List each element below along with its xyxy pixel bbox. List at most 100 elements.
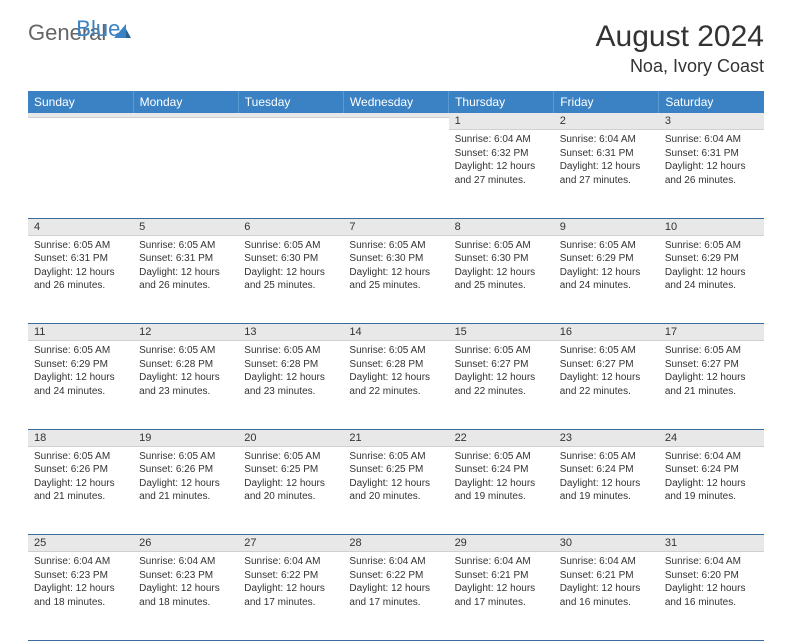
- sunrise-text: Sunrise: 6:05 AM: [244, 239, 337, 253]
- day-cell: Sunrise: 6:05 AMSunset: 6:30 PMDaylight:…: [449, 236, 554, 324]
- sunrise-text: Sunrise: 6:05 AM: [665, 239, 758, 253]
- sunset-text: Sunset: 6:21 PM: [455, 569, 548, 583]
- daylight-text: Daylight: 12 hours and 25 minutes.: [349, 266, 442, 293]
- day-number: 19: [133, 430, 238, 447]
- daylight-text: Daylight: 12 hours and 25 minutes.: [455, 266, 548, 293]
- day-content: Sunrise: 6:05 AMSunset: 6:30 PMDaylight:…: [343, 236, 448, 299]
- day-content: Sunrise: 6:04 AMSunset: 6:32 PMDaylight:…: [449, 130, 554, 193]
- day-cell: Sunrise: 6:05 AMSunset: 6:31 PMDaylight:…: [28, 236, 133, 324]
- sunset-text: Sunset: 6:30 PM: [244, 252, 337, 266]
- daylight-text: Daylight: 12 hours and 17 minutes.: [244, 582, 337, 609]
- day-content: Sunrise: 6:05 AMSunset: 6:29 PMDaylight:…: [28, 341, 133, 404]
- daylight-text: Daylight: 12 hours and 21 minutes.: [665, 371, 758, 398]
- daylight-text: Daylight: 12 hours and 22 minutes.: [560, 371, 653, 398]
- day-cell: Sunrise: 6:05 AMSunset: 6:26 PMDaylight:…: [133, 447, 238, 535]
- day-content: Sunrise: 6:05 AMSunset: 6:27 PMDaylight:…: [449, 341, 554, 404]
- day-cell: [238, 130, 343, 218]
- day-cell: [28, 130, 133, 218]
- day-cell: Sunrise: 6:05 AMSunset: 6:27 PMDaylight:…: [659, 341, 764, 429]
- sunrise-text: Sunrise: 6:05 AM: [455, 344, 548, 358]
- sunrise-text: Sunrise: 6:05 AM: [34, 239, 127, 253]
- daylight-text: Daylight: 12 hours and 21 minutes.: [139, 477, 232, 504]
- daylight-text: Daylight: 12 hours and 26 minutes.: [34, 266, 127, 293]
- day-content: Sunrise: 6:04 AMSunset: 6:21 PMDaylight:…: [449, 552, 554, 615]
- sunrise-text: Sunrise: 6:04 AM: [455, 555, 548, 569]
- sunrise-text: Sunrise: 6:05 AM: [665, 344, 758, 358]
- day-number: 12: [133, 324, 238, 341]
- day-number: 5: [133, 219, 238, 236]
- sunset-text: Sunset: 6:27 PM: [560, 358, 653, 372]
- sunrise-text: Sunrise: 6:05 AM: [560, 344, 653, 358]
- day-number: [238, 113, 343, 118]
- day-content: Sunrise: 6:05 AMSunset: 6:30 PMDaylight:…: [238, 236, 343, 299]
- day-content: [133, 130, 238, 139]
- day-cell: Sunrise: 6:05 AMSunset: 6:29 PMDaylight:…: [659, 236, 764, 324]
- daylight-text: Daylight: 12 hours and 22 minutes.: [455, 371, 548, 398]
- sunset-text: Sunset: 6:30 PM: [349, 252, 442, 266]
- day-number: 6: [238, 219, 343, 236]
- sunrise-text: Sunrise: 6:05 AM: [349, 450, 442, 464]
- daylight-text: Daylight: 12 hours and 23 minutes.: [244, 371, 337, 398]
- day-content: Sunrise: 6:05 AMSunset: 6:29 PMDaylight:…: [554, 236, 659, 299]
- day-content: Sunrise: 6:04 AMSunset: 6:31 PMDaylight:…: [659, 130, 764, 193]
- day-cell: Sunrise: 6:05 AMSunset: 6:25 PMDaylight:…: [238, 447, 343, 535]
- daylight-text: Daylight: 12 hours and 22 minutes.: [349, 371, 442, 398]
- daylight-text: Daylight: 12 hours and 17 minutes.: [349, 582, 442, 609]
- day-number: 9: [554, 219, 659, 236]
- sunrise-text: Sunrise: 6:04 AM: [349, 555, 442, 569]
- day-number: 4: [28, 219, 133, 236]
- day-number: 26: [133, 535, 238, 552]
- day-cell: Sunrise: 6:04 AMSunset: 6:23 PMDaylight:…: [28, 552, 133, 640]
- day-cell: Sunrise: 6:05 AMSunset: 6:24 PMDaylight:…: [449, 447, 554, 535]
- day-content: Sunrise: 6:05 AMSunset: 6:28 PMDaylight:…: [238, 341, 343, 404]
- daylight-text: Daylight: 12 hours and 19 minutes.: [560, 477, 653, 504]
- day-cell: Sunrise: 6:05 AMSunset: 6:27 PMDaylight:…: [554, 341, 659, 429]
- sunset-text: Sunset: 6:27 PM: [455, 358, 548, 372]
- day-cell: Sunrise: 6:04 AMSunset: 6:21 PMDaylight:…: [449, 552, 554, 640]
- day-cell: Sunrise: 6:05 AMSunset: 6:28 PMDaylight:…: [238, 341, 343, 429]
- sunset-text: Sunset: 6:28 PM: [244, 358, 337, 372]
- daylight-text: Daylight: 12 hours and 24 minutes.: [560, 266, 653, 293]
- weekday-header: Friday: [554, 91, 659, 113]
- daylight-text: Daylight: 12 hours and 17 minutes.: [455, 582, 548, 609]
- sunrise-text: Sunrise: 6:05 AM: [349, 344, 442, 358]
- day-cell: Sunrise: 6:05 AMSunset: 6:28 PMDaylight:…: [133, 341, 238, 429]
- day-number: 11: [28, 324, 133, 341]
- sunset-text: Sunset: 6:21 PM: [560, 569, 653, 583]
- sunrise-text: Sunrise: 6:04 AM: [34, 555, 127, 569]
- day-cell: [133, 130, 238, 218]
- daylight-text: Daylight: 12 hours and 18 minutes.: [139, 582, 232, 609]
- sunrise-text: Sunrise: 6:05 AM: [455, 450, 548, 464]
- day-number: 23: [554, 430, 659, 447]
- day-number: 8: [449, 219, 554, 236]
- sunset-text: Sunset: 6:22 PM: [244, 569, 337, 583]
- day-content: [238, 130, 343, 139]
- daynum-row: 25262728293031: [28, 535, 764, 552]
- sunrise-text: Sunrise: 6:05 AM: [139, 239, 232, 253]
- day-content: Sunrise: 6:04 AMSunset: 6:23 PMDaylight:…: [28, 552, 133, 615]
- sunrise-text: Sunrise: 6:04 AM: [560, 555, 653, 569]
- day-cell: Sunrise: 6:05 AMSunset: 6:28 PMDaylight:…: [343, 341, 448, 429]
- day-cell: Sunrise: 6:04 AMSunset: 6:21 PMDaylight:…: [554, 552, 659, 640]
- sunrise-text: Sunrise: 6:05 AM: [560, 239, 653, 253]
- day-number: [133, 113, 238, 118]
- sunrise-text: Sunrise: 6:05 AM: [34, 344, 127, 358]
- sunset-text: Sunset: 6:24 PM: [455, 463, 548, 477]
- daylight-text: Daylight: 12 hours and 19 minutes.: [455, 477, 548, 504]
- day-number: 18: [28, 430, 133, 447]
- day-content: Sunrise: 6:05 AMSunset: 6:24 PMDaylight:…: [554, 447, 659, 510]
- day-content: Sunrise: 6:04 AMSunset: 6:22 PMDaylight:…: [343, 552, 448, 615]
- sunset-text: Sunset: 6:24 PM: [665, 463, 758, 477]
- day-number: 28: [343, 535, 448, 552]
- sunset-text: Sunset: 6:28 PM: [139, 358, 232, 372]
- day-cell: Sunrise: 6:04 AMSunset: 6:31 PMDaylight:…: [554, 130, 659, 218]
- sunrise-text: Sunrise: 6:04 AM: [560, 133, 653, 147]
- sunrise-text: Sunrise: 6:05 AM: [244, 344, 337, 358]
- day-number: 3: [659, 113, 764, 130]
- daylight-text: Daylight: 12 hours and 27 minutes.: [560, 160, 653, 187]
- day-content: Sunrise: 6:05 AMSunset: 6:26 PMDaylight:…: [28, 447, 133, 510]
- day-cell: Sunrise: 6:05 AMSunset: 6:27 PMDaylight:…: [449, 341, 554, 429]
- day-cell: [343, 130, 448, 218]
- day-cell: Sunrise: 6:05 AMSunset: 6:24 PMDaylight:…: [554, 447, 659, 535]
- day-cell: Sunrise: 6:04 AMSunset: 6:31 PMDaylight:…: [659, 130, 764, 218]
